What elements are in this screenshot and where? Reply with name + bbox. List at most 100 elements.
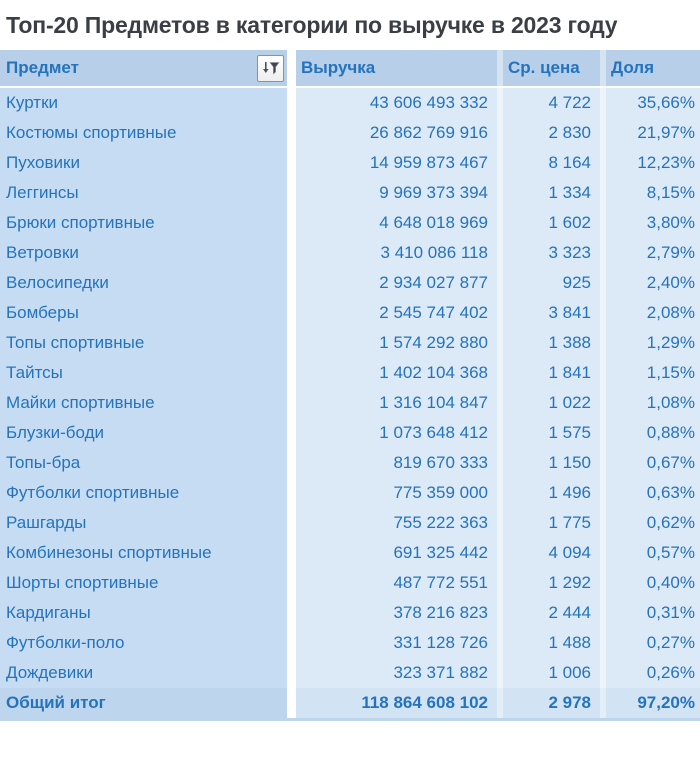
column-divider bbox=[600, 688, 606, 718]
column-divider bbox=[287, 628, 296, 658]
total-label-cell: Общий итог bbox=[0, 688, 287, 718]
row-revenue-cell: 755 222 363 bbox=[296, 508, 497, 538]
row-revenue-cell: 331 128 726 bbox=[296, 628, 497, 658]
row-item-cell: Ветровки bbox=[0, 238, 287, 268]
column-divider bbox=[287, 298, 296, 328]
row-revenue-cell: 2 545 747 402 bbox=[296, 298, 497, 328]
column-divider bbox=[497, 358, 503, 388]
column-divider bbox=[497, 268, 503, 298]
column-divider bbox=[497, 208, 503, 238]
row-revenue-cell: 775 359 000 bbox=[296, 478, 497, 508]
row-item-cell: Кардиганы bbox=[0, 598, 287, 628]
column-divider bbox=[497, 50, 503, 86]
row-revenue-cell: 487 772 551 bbox=[296, 568, 497, 598]
column-divider bbox=[600, 358, 606, 388]
table-row: Рашгарды 755 222 363 1 775 0,62% bbox=[0, 508, 700, 538]
row-avg-price-cell: 1 488 bbox=[503, 628, 600, 658]
row-revenue-cell: 323 371 882 bbox=[296, 658, 497, 688]
column-divider bbox=[287, 658, 296, 688]
column-divider bbox=[497, 628, 503, 658]
row-avg-price-cell: 1 150 bbox=[503, 448, 600, 478]
column-divider bbox=[287, 388, 296, 418]
row-item-cell: Леггинсы bbox=[0, 178, 287, 208]
table-body: Куртки 43 606 493 332 4 722 35,66% Костюмы с… bbox=[0, 88, 700, 688]
column-divider bbox=[497, 478, 503, 508]
column-divider bbox=[600, 178, 606, 208]
column-divider bbox=[497, 658, 503, 688]
row-item-cell: Велосипедки bbox=[0, 268, 287, 298]
column-divider bbox=[287, 568, 296, 598]
row-share-cell: 2,40% bbox=[606, 268, 700, 298]
row-share-cell: 0,31% bbox=[606, 598, 700, 628]
row-share-cell: 0,26% bbox=[606, 658, 700, 688]
column-divider bbox=[497, 598, 503, 628]
column-divider bbox=[287, 238, 296, 268]
column-divider bbox=[600, 268, 606, 298]
row-share-cell: 3,80% bbox=[606, 208, 700, 238]
column-header-revenue: Выручка bbox=[296, 50, 497, 86]
row-revenue-cell: 2 934 027 877 bbox=[296, 268, 497, 298]
row-avg-price-cell: 8 164 bbox=[503, 148, 600, 178]
table-row: Футболки спортивные 775 359 000 1 496 0,63% bbox=[0, 478, 700, 508]
row-share-cell: 21,97% bbox=[606, 118, 700, 148]
column-divider bbox=[600, 568, 606, 598]
row-avg-price-cell: 1 575 bbox=[503, 418, 600, 448]
column-divider bbox=[600, 448, 606, 478]
row-share-cell: 12,23% bbox=[606, 148, 700, 178]
column-header-avg-price: Ср. цена bbox=[503, 50, 600, 86]
column-divider bbox=[600, 628, 606, 658]
column-divider bbox=[287, 418, 296, 448]
column-divider bbox=[287, 358, 296, 388]
total-revenue-cell: 118 864 608 102 bbox=[296, 688, 497, 718]
row-avg-price-cell: 3 323 bbox=[503, 238, 600, 268]
row-item-cell: Блузки-боди bbox=[0, 418, 287, 448]
pivot-table: Предмет Выручка Ср. цена Доля Куртки 43 6… bbox=[0, 50, 700, 721]
row-avg-price-cell: 1 006 bbox=[503, 658, 600, 688]
row-item-cell: Футболки спортивные bbox=[0, 478, 287, 508]
column-divider bbox=[287, 148, 296, 178]
row-avg-price-cell: 3 841 bbox=[503, 298, 600, 328]
column-divider bbox=[287, 118, 296, 148]
table-row: Костюмы спортивные 26 862 769 916 2 830 21,… bbox=[0, 118, 700, 148]
table-row: Брюки спортивные 4 648 018 969 1 602 3,80% bbox=[0, 208, 700, 238]
table-row: Тайтсы 1 402 104 368 1 841 1,15% bbox=[0, 358, 700, 388]
row-share-cell: 0,40% bbox=[606, 568, 700, 598]
column-divider bbox=[600, 328, 606, 358]
row-item-cell: Футболки-поло bbox=[0, 628, 287, 658]
row-avg-price-cell: 2 444 bbox=[503, 598, 600, 628]
row-share-cell: 1,15% bbox=[606, 358, 700, 388]
row-avg-price-cell: 1 841 bbox=[503, 358, 600, 388]
table-row: Блузки-боди 1 073 648 412 1 575 0,88% bbox=[0, 418, 700, 448]
column-divider bbox=[287, 208, 296, 238]
column-header-share: Доля bbox=[606, 50, 700, 86]
row-item-cell: Рашгарды bbox=[0, 508, 287, 538]
row-share-cell: 0,67% bbox=[606, 448, 700, 478]
row-avg-price-cell: 1 602 bbox=[503, 208, 600, 238]
sort-filter-button[interactable] bbox=[257, 54, 284, 82]
table-row: Ветровки 3 410 086 118 3 323 2,79% bbox=[0, 238, 700, 268]
page-title: Топ-20 Предметов в категории по выручке … bbox=[6, 12, 618, 38]
column-divider bbox=[600, 208, 606, 238]
column-divider bbox=[287, 508, 296, 538]
table-row: Дождевики 323 371 882 1 006 0,26% bbox=[0, 658, 700, 688]
row-avg-price-cell: 4 722 bbox=[503, 88, 600, 118]
row-revenue-cell: 14 959 873 467 bbox=[296, 148, 497, 178]
column-divider bbox=[497, 388, 503, 418]
column-divider bbox=[600, 598, 606, 628]
row-item-cell: Тайтсы bbox=[0, 358, 287, 388]
column-divider bbox=[600, 658, 606, 688]
row-share-cell: 1,08% bbox=[606, 388, 700, 418]
column-divider bbox=[497, 538, 503, 568]
column-divider bbox=[287, 448, 296, 478]
column-divider bbox=[497, 118, 503, 148]
column-divider bbox=[287, 88, 296, 118]
row-item-cell: Майки спортивные bbox=[0, 388, 287, 418]
row-item-cell: Комбинезоны спортивные bbox=[0, 538, 287, 568]
column-divider bbox=[497, 88, 503, 118]
report-page: Топ-20 Предметов в категории по выручке … bbox=[0, 12, 700, 721]
column-header-item-label: Предмет bbox=[6, 58, 79, 77]
column-divider bbox=[287, 178, 296, 208]
column-divider bbox=[600, 238, 606, 268]
row-share-cell: 0,62% bbox=[606, 508, 700, 538]
row-avg-price-cell: 1 334 bbox=[503, 178, 600, 208]
